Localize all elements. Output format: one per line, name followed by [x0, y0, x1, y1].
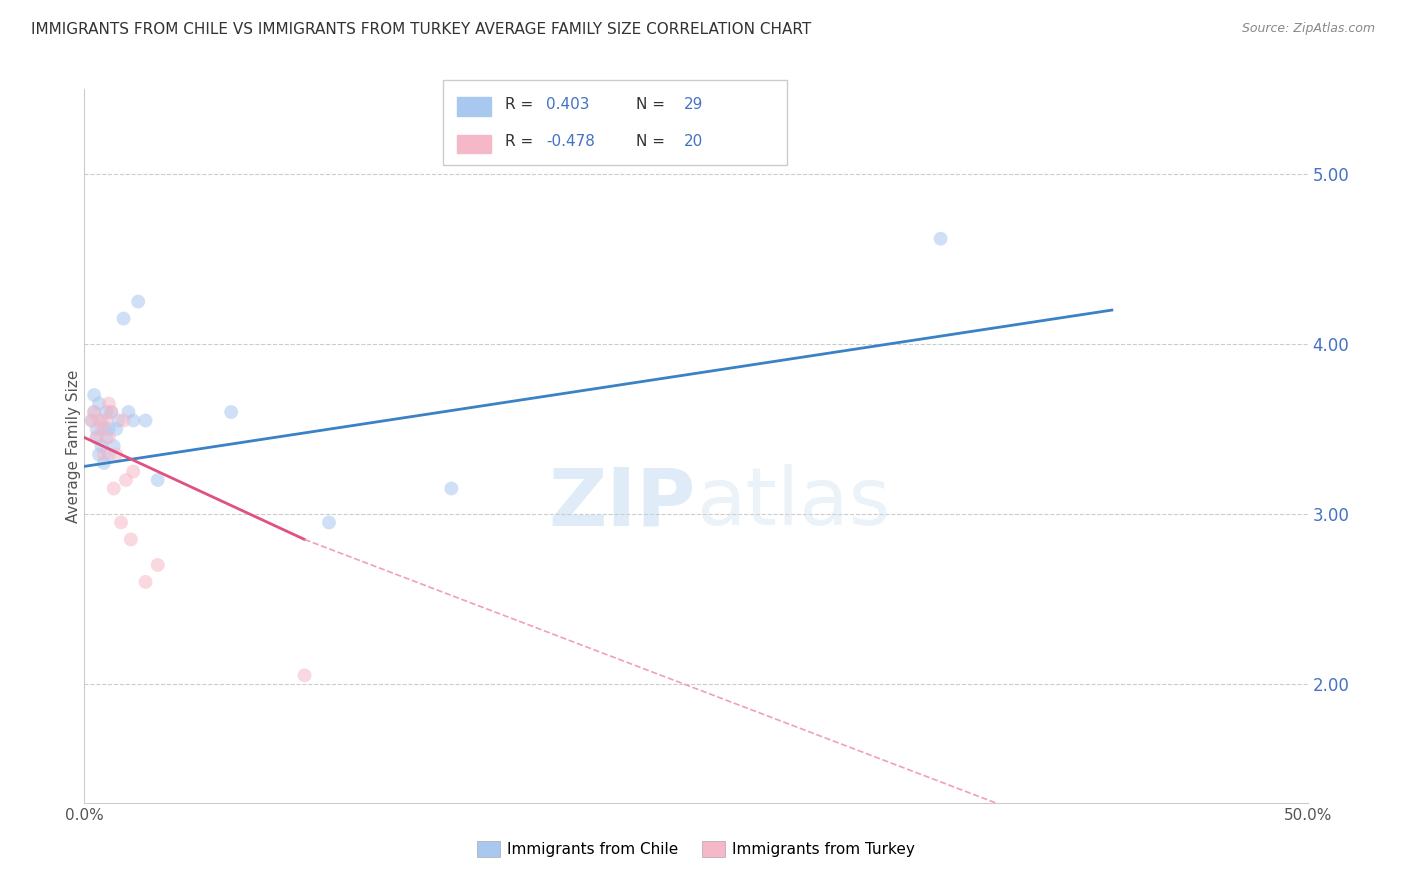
Point	[294, 668, 316, 682]
Point	[93, 456, 115, 470]
Point	[96, 405, 118, 419]
Point	[100, 405, 122, 419]
Point	[110, 516, 132, 530]
Point	[122, 413, 145, 427]
Point	[440, 482, 463, 496]
Point	[100, 405, 122, 419]
Point	[112, 413, 135, 427]
Point	[80, 413, 103, 427]
Point	[83, 405, 105, 419]
FancyBboxPatch shape	[443, 80, 787, 165]
Text: 0.403: 0.403	[546, 96, 589, 112]
Point	[90, 422, 112, 436]
Point	[97, 396, 120, 410]
Text: R =: R =	[505, 134, 538, 149]
Text: atlas: atlas	[696, 464, 890, 542]
Point	[97, 430, 120, 444]
Text: R =: R =	[505, 96, 538, 112]
Text: -0.478: -0.478	[546, 134, 595, 149]
Point	[112, 311, 135, 326]
Point	[86, 430, 108, 444]
Text: 20: 20	[685, 134, 703, 149]
Y-axis label: Average Family Size: Average Family Size	[66, 369, 80, 523]
Point	[87, 413, 110, 427]
Point	[219, 405, 242, 419]
Point	[93, 448, 115, 462]
Point	[90, 413, 112, 427]
Point	[87, 396, 110, 410]
Point	[96, 430, 118, 444]
Point	[107, 413, 129, 427]
Point	[115, 473, 138, 487]
Point	[146, 558, 169, 572]
Point	[120, 533, 142, 547]
Point	[90, 439, 112, 453]
Point	[86, 422, 108, 436]
Point	[97, 448, 120, 462]
Point	[105, 448, 128, 462]
Text: ZIP: ZIP	[548, 464, 696, 542]
Text: N =: N =	[636, 96, 669, 112]
Point	[122, 465, 145, 479]
Point	[127, 294, 149, 309]
Point	[93, 422, 115, 436]
Point	[83, 405, 105, 419]
Point	[135, 574, 157, 589]
Point	[83, 388, 105, 402]
Point	[86, 430, 108, 444]
Text: 29: 29	[685, 96, 703, 112]
Text: N =: N =	[636, 134, 669, 149]
Text: Source: ZipAtlas.com: Source: ZipAtlas.com	[1241, 22, 1375, 36]
Point	[929, 232, 952, 246]
Point	[117, 405, 139, 419]
Bar	[457, 97, 491, 116]
Bar	[457, 135, 491, 153]
Point	[103, 482, 125, 496]
Point	[97, 422, 120, 436]
Point	[105, 422, 128, 436]
Point	[318, 516, 340, 530]
Point	[87, 448, 110, 462]
Text: IMMIGRANTS FROM CHILE VS IMMIGRANTS FROM TURKEY AVERAGE FAMILY SIZE CORRELATION : IMMIGRANTS FROM CHILE VS IMMIGRANTS FROM…	[31, 22, 811, 37]
Point	[80, 413, 103, 427]
Point	[96, 413, 118, 427]
Legend: Immigrants from Chile, Immigrants from Turkey: Immigrants from Chile, Immigrants from T…	[471, 835, 921, 863]
Point	[146, 473, 169, 487]
Point	[103, 439, 125, 453]
Point	[135, 413, 157, 427]
